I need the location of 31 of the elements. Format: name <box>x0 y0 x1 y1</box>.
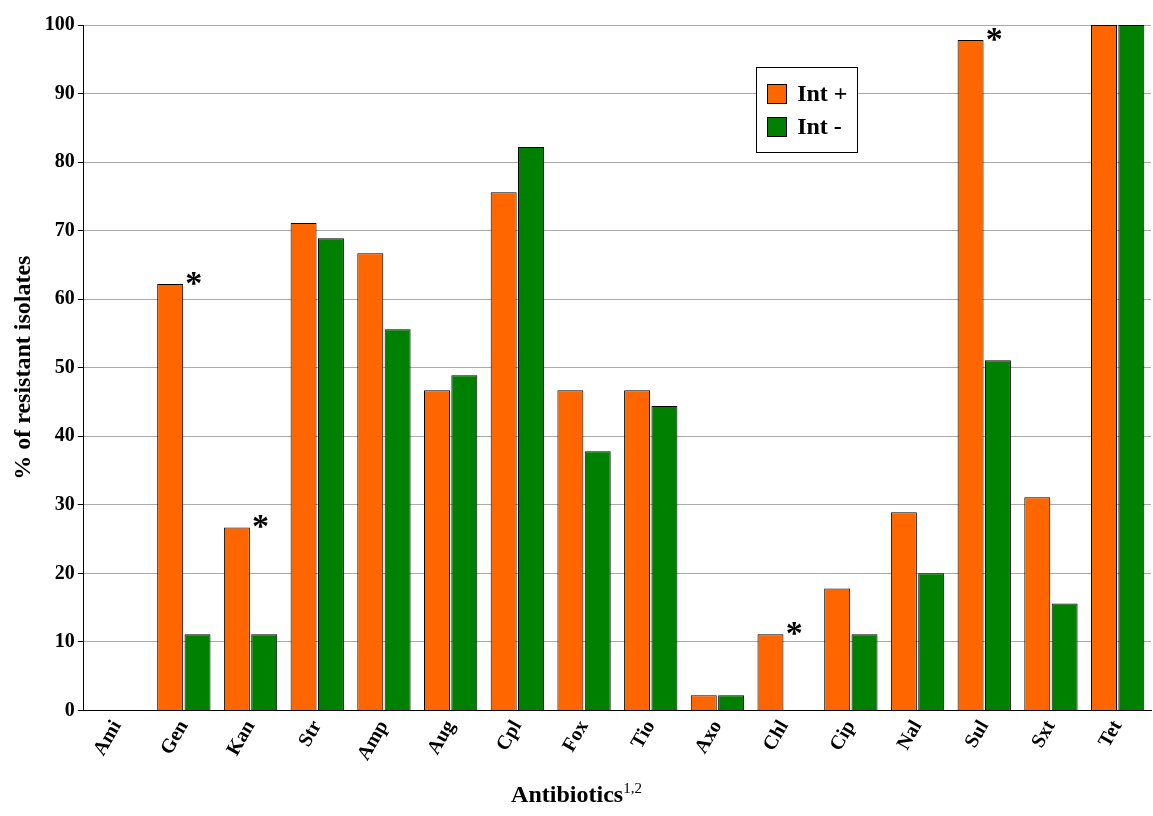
x-tick-label: Axo <box>689 716 726 757</box>
x-tick-label: Str <box>292 715 326 751</box>
y-tick-label: 30 <box>54 491 75 514</box>
y-axis-title: % of resistant isolates <box>8 255 35 480</box>
x-tick-label: Cip <box>824 716 860 755</box>
x-tick-label: Sul <box>959 715 993 752</box>
annotation: * <box>785 614 803 652</box>
y-tick-label: 50 <box>54 354 75 377</box>
x-tick-label: Nal <box>891 715 926 753</box>
y-tick-label: 90 <box>54 80 75 103</box>
y-tick-label: 100 <box>44 12 75 35</box>
x-tick-label: Sxt <box>1025 715 1060 752</box>
annotation: * <box>252 507 270 545</box>
x-tick-label: Cpl <box>490 715 527 755</box>
x-axis-title: Antibiotics$^{1,2}$ <box>510 780 643 808</box>
legend-label: Int + <box>797 80 848 107</box>
legend-label: Int - <box>797 113 842 140</box>
y-tick-label: 70 <box>54 217 75 240</box>
annotation: * <box>185 264 203 302</box>
x-tick-label: Fox <box>556 716 592 755</box>
annotation: * <box>985 20 1003 58</box>
y-tick-label: 60 <box>54 286 75 309</box>
y-tick-label: 80 <box>54 149 75 172</box>
y-tick-label: 40 <box>54 423 75 446</box>
x-tick-label: Tio <box>625 716 659 752</box>
y-tick-label: 10 <box>54 629 75 652</box>
x-tick-label: Chl <box>757 715 793 754</box>
x-tick-label: Gen <box>154 716 192 758</box>
y-tick-label: 0 <box>64 697 75 720</box>
x-tick-label: Tet <box>1093 715 1126 751</box>
y-tick-label: 20 <box>54 560 75 583</box>
